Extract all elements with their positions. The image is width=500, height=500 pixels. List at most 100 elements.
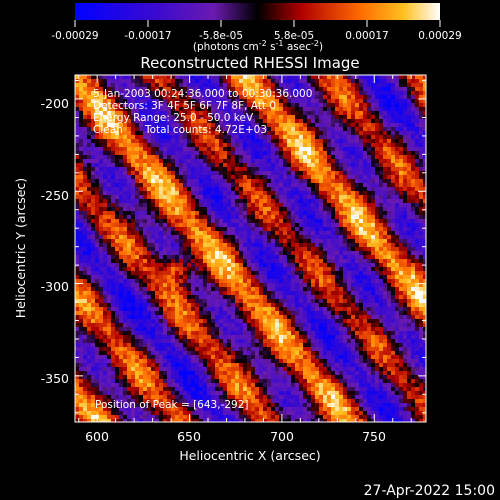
heatmap-cell — [271, 119, 276, 124]
heatmap-cell — [323, 187, 328, 192]
heatmap-cell — [267, 251, 272, 256]
heatmap-cell — [359, 83, 364, 88]
heatmap-cell — [343, 79, 348, 84]
heatmap-cell — [155, 151, 160, 156]
heatmap-cell — [303, 295, 308, 300]
heatmap-cell — [423, 219, 426, 224]
heatmap-cell — [299, 127, 304, 132]
heatmap-cell — [347, 231, 352, 236]
heatmap-cell — [247, 195, 252, 200]
heatmap-cell — [351, 167, 356, 172]
heatmap-cell — [179, 107, 184, 112]
heatmap-cell — [295, 127, 300, 132]
heatmap-cell — [187, 279, 192, 284]
heatmap-cell — [187, 239, 192, 244]
heatmap-cell — [335, 219, 340, 224]
heatmap-cell — [179, 99, 184, 104]
heatmap-cell — [323, 167, 328, 172]
heatmap-cell — [311, 139, 316, 144]
heatmap-cell — [87, 211, 92, 216]
heatmap-cell — [211, 299, 216, 304]
heatmap-cell — [391, 175, 396, 180]
heatmap-cell — [179, 259, 184, 264]
heatmap-cell — [347, 83, 352, 88]
heatmap-cell — [287, 263, 292, 268]
heatmap-cell — [267, 259, 272, 264]
heatmap-cell — [307, 163, 312, 168]
heatmap-cell — [243, 207, 248, 212]
heatmap-cell — [207, 167, 212, 172]
heatmap-cell — [283, 151, 288, 156]
heatmap-cell — [311, 155, 316, 160]
heatmap-cell — [279, 119, 284, 124]
heatmap-cell — [283, 139, 288, 144]
heatmap-cell — [359, 287, 364, 292]
heatmap-cell — [423, 267, 426, 272]
heatmap-cell — [311, 179, 316, 184]
heatmap-cell — [219, 179, 224, 184]
heatmap-cell — [327, 235, 332, 240]
heatmap-cell — [135, 95, 140, 100]
heatmap-cell — [383, 259, 388, 264]
heatmap-cell — [235, 243, 240, 248]
heatmap-cell — [367, 283, 372, 288]
heatmap-cell — [415, 159, 420, 164]
heatmap-cell — [239, 235, 244, 240]
heatmap-cell — [407, 195, 412, 200]
heatmap-cell — [219, 255, 224, 260]
heatmap-cell — [319, 203, 324, 208]
heatmap-cell — [223, 275, 228, 280]
heatmap-cell — [227, 87, 232, 92]
heatmap-cell — [355, 87, 360, 92]
heatmap-cell — [283, 243, 288, 248]
heatmap-cell — [251, 191, 256, 196]
heatmap-cell — [367, 171, 372, 176]
heatmap-cell — [303, 79, 308, 84]
heatmap-cell — [223, 283, 228, 288]
heatmap-cell — [335, 135, 340, 140]
heatmap-cell — [151, 287, 156, 292]
heatmap-cell — [187, 131, 192, 136]
heatmap-cell — [403, 267, 408, 272]
heatmap-cell — [247, 279, 252, 284]
heatmap-cell — [83, 79, 88, 84]
heatmap-cell — [239, 203, 244, 208]
heatmap-cell — [159, 219, 164, 224]
heatmap-cell — [83, 231, 88, 236]
heatmap-cell — [171, 107, 176, 112]
heatmap-cell — [351, 239, 356, 244]
heatmap-cell — [323, 231, 328, 236]
heatmap-cell — [319, 187, 324, 192]
heatmap-cell — [271, 247, 276, 252]
heatmap-cell — [123, 99, 128, 104]
heatmap-cell — [195, 171, 200, 176]
heatmap-cell — [407, 247, 412, 252]
heatmap-cell — [339, 79, 344, 84]
heatmap-cell — [415, 211, 420, 216]
heatmap-cell — [307, 167, 312, 172]
heatmap-cell — [151, 239, 156, 244]
heatmap-cell — [131, 231, 136, 236]
heatmap-cell — [391, 107, 396, 112]
heatmap-cell — [335, 119, 340, 124]
heatmap-cell — [283, 247, 288, 252]
heatmap-cell — [199, 163, 204, 168]
heatmap-cell — [91, 143, 96, 148]
heatmap-cell — [219, 287, 224, 292]
heatmap-cell — [115, 119, 120, 124]
heatmap-cell — [131, 195, 136, 200]
heatmap-cell — [115, 247, 120, 252]
heatmap-cell — [251, 91, 256, 96]
heatmap-cell — [299, 155, 304, 160]
heatmap-cell — [167, 271, 172, 276]
heatmap-cell — [151, 179, 156, 184]
heatmap-cell — [319, 103, 324, 108]
heatmap-cell — [367, 255, 372, 260]
heatmap-cell — [123, 231, 128, 236]
heatmap-cell — [315, 263, 320, 268]
colorbar-tick-label: -5.8e-05 — [199, 30, 243, 42]
heatmap-cell — [415, 111, 420, 116]
heatmap-cell — [95, 299, 100, 304]
heatmap-cell — [331, 191, 336, 196]
heatmap-cell — [119, 95, 124, 100]
